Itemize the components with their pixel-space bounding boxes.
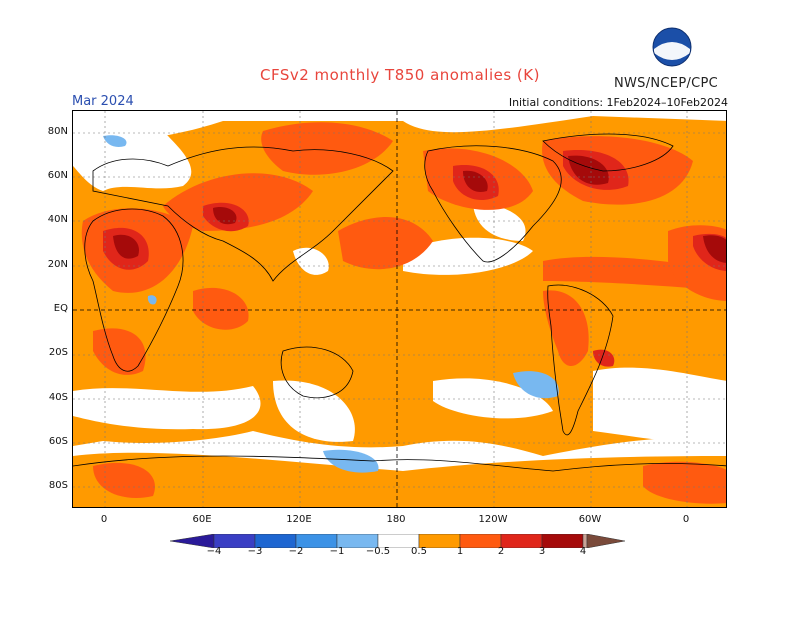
graticule — [73, 111, 726, 507]
lat-label: 80S — [48, 480, 68, 491]
lat-label: EQ — [53, 303, 68, 314]
colorbar-label: 0.5 — [411, 546, 427, 557]
lon-label: 180 — [386, 514, 406, 525]
lat-label: 80N — [47, 126, 68, 137]
initial-conditions: Initial conditions: 1Feb2024–10Feb2024 — [508, 96, 728, 109]
lat-label: 40N — [47, 214, 68, 225]
chart-title: CFSv2 monthly T850 anomalies (K) — [260, 66, 540, 84]
lon-label: 60W — [578, 514, 602, 525]
agency-label: NWS/NCEP/CPC — [614, 76, 719, 91]
colorbar-label: 4 — [579, 546, 587, 557]
lat-label: 40S — [48, 392, 68, 403]
colorbar — [170, 534, 626, 548]
valid-month: Mar 2024 — [72, 94, 134, 109]
lat-label: 60N — [47, 170, 68, 181]
lon-label: 0 — [682, 514, 690, 525]
warm-anomaly-3-4 — [113, 155, 726, 263]
anomaly-map — [72, 110, 727, 508]
equator-dateline — [73, 111, 726, 507]
coastlines — [73, 133, 726, 472]
lon-label: 60E — [192, 514, 212, 525]
noaa-logo — [652, 27, 692, 67]
colorbar-label: −3 — [247, 546, 263, 557]
neutral-areas — [73, 126, 726, 443]
colorbar-label: −4 — [206, 546, 222, 557]
lon-label: 0 — [100, 514, 108, 525]
colorbar-label: 2 — [497, 546, 505, 557]
colorbar-label: −2 — [288, 546, 304, 557]
colorbar-label: −1 — [329, 546, 345, 557]
lat-label: 20S — [48, 347, 68, 358]
warm-anomaly-1-2 — [81, 122, 726, 504]
colorbar-label: −0.5 — [365, 546, 391, 557]
lon-label: 120W — [478, 514, 508, 525]
lon-label: 120E — [286, 514, 312, 525]
lat-label: 60S — [48, 436, 68, 447]
lat-label: 20N — [47, 259, 68, 270]
cool-anomaly--1--0.5 — [103, 135, 559, 473]
colorbar-label: 3 — [538, 546, 546, 557]
colorbar-label: 1 — [456, 546, 464, 557]
colorbar-arrow-right — [586, 534, 626, 548]
